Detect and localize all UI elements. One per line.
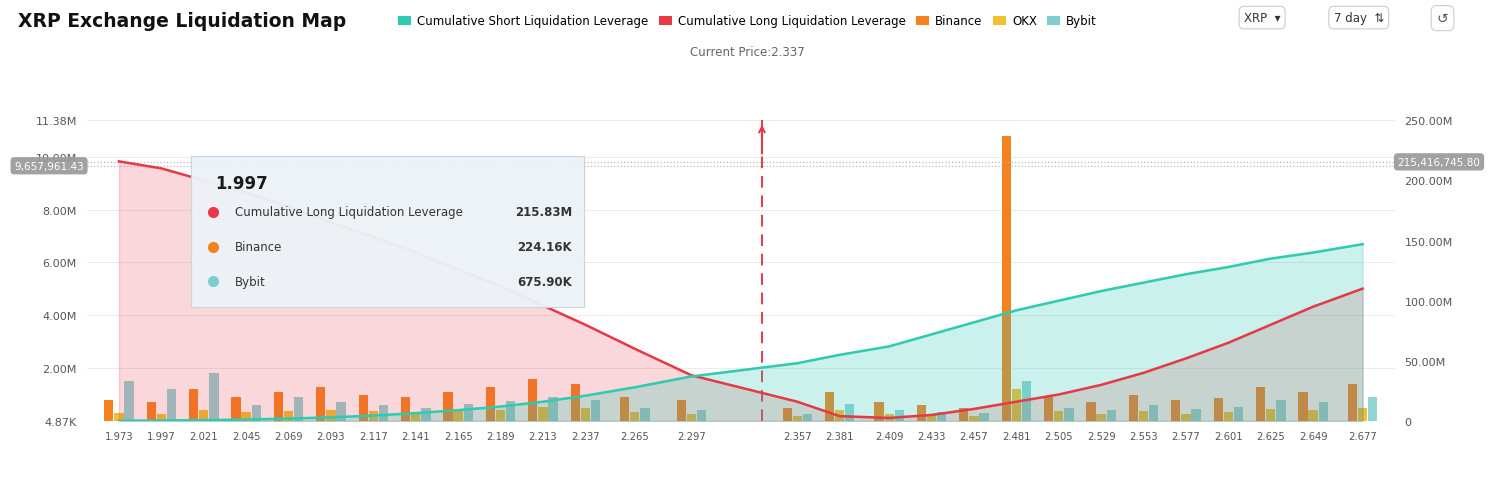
Bar bbox=[549, 397, 558, 421]
Bar bbox=[505, 401, 516, 421]
Bar bbox=[1106, 410, 1115, 421]
Bar bbox=[496, 410, 505, 421]
Bar bbox=[284, 411, 293, 421]
Text: 224.16K: 224.16K bbox=[517, 241, 573, 254]
Bar bbox=[1214, 399, 1223, 421]
Bar bbox=[1087, 403, 1096, 421]
Bar bbox=[927, 415, 936, 421]
Bar bbox=[1139, 411, 1148, 421]
Text: XRP Exchange Liquidation Map: XRP Exchange Liquidation Map bbox=[18, 12, 347, 31]
Bar bbox=[1054, 411, 1063, 421]
Text: Bybit: Bybit bbox=[235, 275, 265, 288]
Text: Cumulative Long Liquidation Leverage: Cumulative Long Liquidation Leverage bbox=[235, 206, 462, 219]
Bar bbox=[1357, 408, 1368, 421]
Bar bbox=[1224, 413, 1233, 421]
Bar bbox=[825, 392, 834, 421]
Bar bbox=[242, 412, 251, 421]
Bar bbox=[875, 403, 884, 421]
Bar bbox=[463, 404, 472, 421]
Bar bbox=[1150, 405, 1159, 421]
Bar bbox=[1021, 381, 1032, 421]
Bar bbox=[1044, 397, 1054, 421]
Bar bbox=[188, 390, 199, 421]
Text: 1.997: 1.997 bbox=[215, 175, 268, 193]
Bar bbox=[1348, 384, 1357, 421]
Text: Binance: Binance bbox=[235, 241, 283, 254]
Bar bbox=[1368, 397, 1377, 421]
Bar bbox=[378, 405, 389, 421]
Bar bbox=[960, 408, 969, 421]
Bar bbox=[979, 413, 988, 421]
Bar bbox=[1181, 414, 1190, 421]
Bar bbox=[803, 414, 812, 421]
Bar bbox=[326, 410, 335, 421]
Bar bbox=[251, 405, 262, 421]
Bar bbox=[1096, 414, 1106, 421]
Bar bbox=[105, 400, 114, 421]
Bar bbox=[369, 411, 378, 421]
Bar bbox=[782, 408, 792, 421]
Bar bbox=[232, 397, 241, 421]
Bar bbox=[937, 412, 946, 421]
Bar bbox=[885, 414, 894, 421]
Bar bbox=[315, 387, 326, 421]
Bar bbox=[486, 387, 495, 421]
Text: 215,416,745.80: 215,416,745.80 bbox=[1398, 157, 1480, 167]
Text: ↺: ↺ bbox=[1437, 12, 1449, 26]
Bar bbox=[1256, 387, 1265, 421]
Text: 675.90K: 675.90K bbox=[517, 275, 573, 288]
Bar bbox=[209, 374, 218, 421]
Bar bbox=[580, 408, 591, 421]
Bar bbox=[336, 403, 345, 421]
Bar bbox=[1298, 392, 1308, 421]
Bar bbox=[295, 397, 303, 421]
Bar bbox=[1012, 390, 1021, 421]
Bar bbox=[1266, 409, 1275, 421]
Bar bbox=[640, 408, 649, 421]
Bar bbox=[845, 404, 855, 421]
Bar bbox=[1192, 409, 1200, 421]
Text: 7 day  ⇅: 7 day ⇅ bbox=[1334, 12, 1384, 25]
Bar bbox=[677, 400, 686, 421]
Bar bbox=[422, 408, 431, 421]
Bar bbox=[894, 410, 904, 421]
Bar bbox=[359, 395, 368, 421]
Bar bbox=[199, 410, 208, 421]
Text: XRP  ▾: XRP ▾ bbox=[1244, 12, 1280, 25]
Bar bbox=[686, 414, 697, 421]
Bar bbox=[1308, 410, 1317, 421]
Text: 215.83M: 215.83M bbox=[514, 206, 573, 219]
Text: Current Price:2.337: Current Price:2.337 bbox=[691, 46, 804, 59]
Bar bbox=[1277, 400, 1286, 421]
Bar bbox=[528, 379, 537, 421]
Bar bbox=[1319, 403, 1328, 421]
Bar bbox=[167, 390, 176, 421]
Legend: Cumulative Short Liquidation Leverage, Cumulative Long Liquidation Leverage, Bin: Cumulative Short Liquidation Leverage, C… bbox=[393, 11, 1102, 33]
Bar bbox=[571, 384, 580, 421]
Bar bbox=[792, 416, 801, 421]
Bar bbox=[591, 400, 599, 421]
Bar bbox=[629, 413, 640, 421]
Bar bbox=[453, 411, 463, 421]
Bar bbox=[916, 405, 925, 421]
Text: 9,657,961.43: 9,657,961.43 bbox=[13, 162, 84, 171]
Bar bbox=[1129, 395, 1138, 421]
Bar bbox=[538, 408, 547, 421]
Bar bbox=[1002, 136, 1011, 421]
Bar bbox=[114, 413, 124, 421]
Bar bbox=[444, 392, 453, 421]
Bar bbox=[1064, 408, 1073, 421]
Bar bbox=[157, 414, 166, 421]
Bar bbox=[401, 397, 410, 421]
Bar bbox=[836, 410, 845, 421]
Bar bbox=[969, 416, 979, 421]
Bar bbox=[124, 381, 133, 421]
Bar bbox=[411, 413, 420, 421]
Bar bbox=[620, 397, 629, 421]
Bar bbox=[274, 392, 283, 421]
Bar bbox=[697, 410, 706, 421]
Bar bbox=[1171, 400, 1181, 421]
Bar bbox=[1233, 408, 1244, 421]
Bar bbox=[147, 403, 155, 421]
